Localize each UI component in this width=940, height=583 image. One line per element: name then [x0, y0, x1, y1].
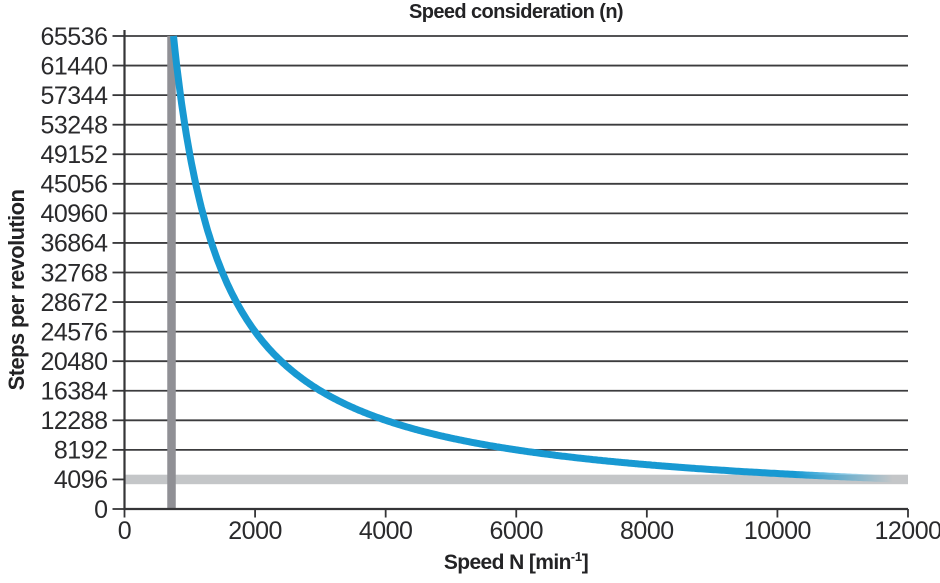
y-tick-label: 4096: [54, 466, 108, 494]
x-tick-label: 6000: [489, 517, 543, 545]
x-tick-label: 8000: [620, 517, 674, 545]
x-tick-label: 12000: [874, 517, 940, 545]
x-tick-label: 4000: [359, 517, 413, 545]
y-tick-label: 24576: [40, 318, 107, 346]
y-tick-label: 45056: [40, 171, 107, 199]
y-tick-label: 61440: [40, 52, 107, 80]
x-tick-label: 0: [118, 517, 131, 545]
x-axis-title: Speed N [min-1]: [443, 549, 589, 575]
resolution-limit-band: [124, 474, 908, 485]
x-axis-title-sup: -1: [570, 549, 582, 564]
x-axis-title-post: ]: [581, 551, 589, 574]
chart-title: Speed consideration (n): [408, 1, 624, 23]
x-tick-label: 10000: [744, 517, 811, 545]
x-axis-title-pre: Speed N [min: [443, 551, 572, 574]
y-tick-label: 16384: [40, 378, 108, 406]
y-tick-label: 57344: [40, 82, 108, 110]
steps-curve: [170, 35, 910, 483]
y-tick-label: 28672: [40, 289, 107, 317]
y-tick-label: 40960: [40, 200, 107, 228]
y-tick-label: 0: [94, 496, 107, 524]
y-tick-label: 65536: [40, 23, 107, 51]
x-tick-label: 2000: [228, 517, 282, 545]
y-tick-label: 20480: [40, 348, 107, 376]
y-tick-label: 53248: [40, 111, 107, 139]
y-tick-label: 12288: [40, 407, 107, 435]
y-tick-label: 49152: [40, 141, 107, 169]
speed-marker-bar: [167, 36, 176, 509]
y-tick-label: 36864: [40, 230, 108, 258]
y-tick-label: 8192: [54, 437, 108, 465]
y-tick-label: 32768: [40, 259, 107, 287]
y-axis-title: Steps per revolution: [4, 189, 29, 391]
